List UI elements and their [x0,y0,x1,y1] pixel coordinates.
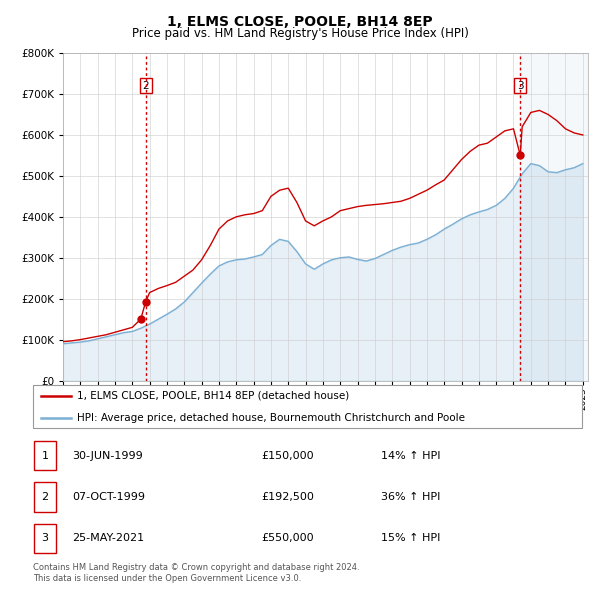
Text: 07-OCT-1999: 07-OCT-1999 [72,492,145,502]
Text: 3: 3 [517,81,524,91]
Text: 14% ↑ HPI: 14% ↑ HPI [381,451,440,461]
Text: 30-JUN-1999: 30-JUN-1999 [72,451,143,461]
Text: Contains HM Land Registry data © Crown copyright and database right 2024.
This d: Contains HM Land Registry data © Crown c… [33,563,359,583]
Text: 15% ↑ HPI: 15% ↑ HPI [381,533,440,543]
Text: Price paid vs. HM Land Registry's House Price Index (HPI): Price paid vs. HM Land Registry's House … [131,27,469,40]
Text: £192,500: £192,500 [261,492,314,502]
Text: HPI: Average price, detached house, Bournemouth Christchurch and Poole: HPI: Average price, detached house, Bour… [77,414,465,424]
Text: 36% ↑ HPI: 36% ↑ HPI [381,492,440,502]
Text: 1, ELMS CLOSE, POOLE, BH14 8EP: 1, ELMS CLOSE, POOLE, BH14 8EP [167,15,433,29]
Text: £550,000: £550,000 [261,533,314,543]
Bar [520,53,588,381]
Text: 1: 1 [41,451,49,461]
Text: 2: 2 [41,492,49,502]
Text: 25-MAY-2021: 25-MAY-2021 [72,533,144,543]
Text: 3: 3 [41,533,49,543]
Text: 2: 2 [142,81,149,91]
Text: £150,000: £150,000 [261,451,314,461]
Text: 1, ELMS CLOSE, POOLE, BH14 8EP (detached house): 1, ELMS CLOSE, POOLE, BH14 8EP (detached… [77,391,349,401]
